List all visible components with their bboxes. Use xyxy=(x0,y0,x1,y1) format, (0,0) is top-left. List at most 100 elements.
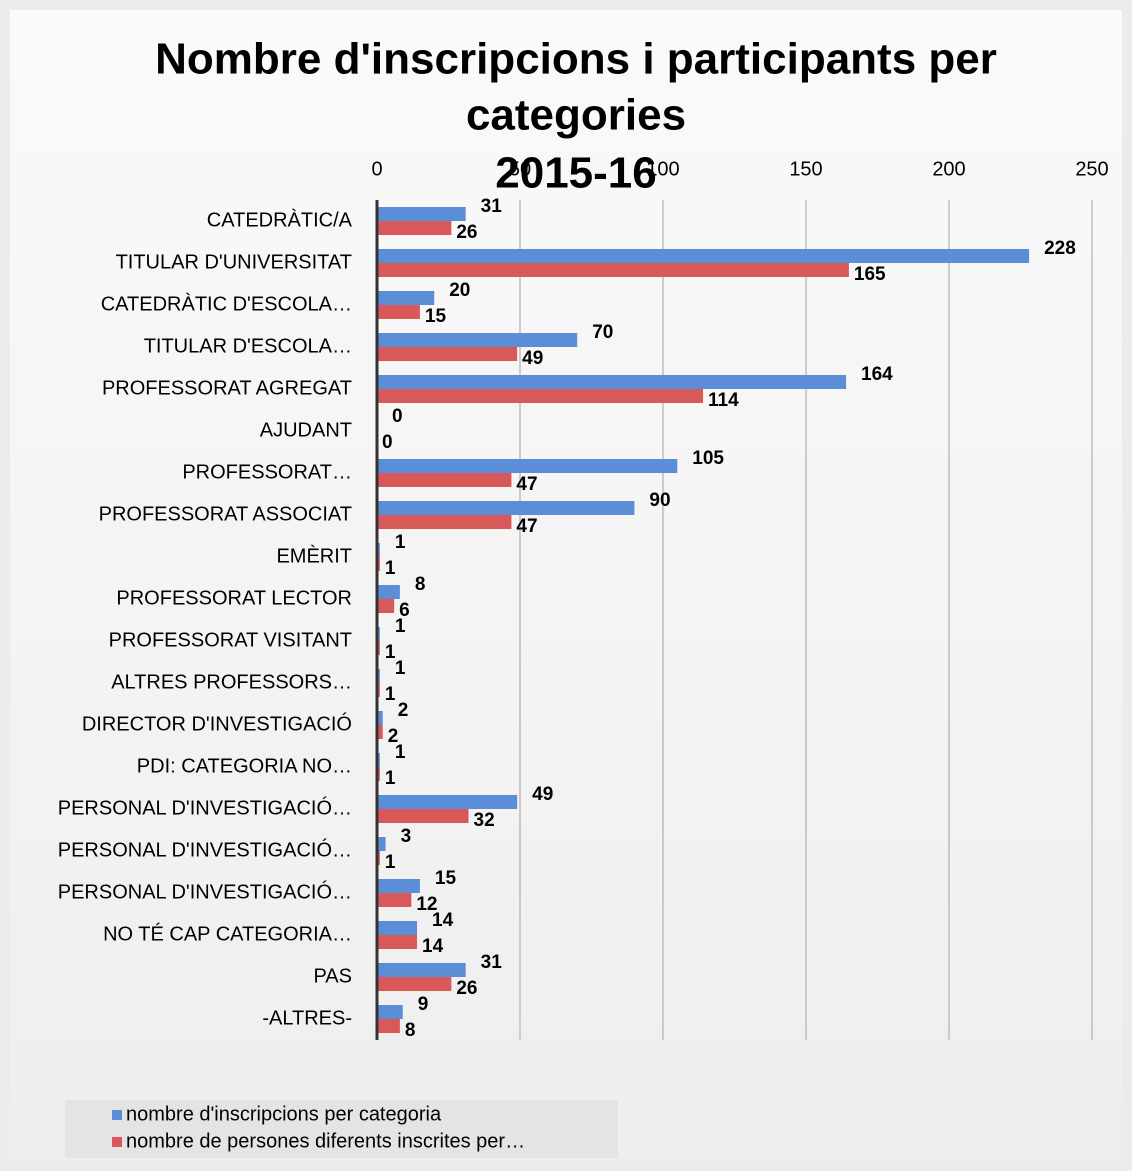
legend-box xyxy=(65,1100,618,1158)
value-label: 26 xyxy=(456,978,477,999)
bar xyxy=(377,333,578,347)
value-label: 90 xyxy=(649,490,670,511)
bar xyxy=(377,809,469,823)
value-label: 164 xyxy=(861,364,893,385)
bar xyxy=(377,879,420,893)
x-tick-label: 200 xyxy=(932,158,965,180)
y-tick-label: EMÈRIT xyxy=(276,544,352,567)
value-label: 8 xyxy=(415,574,426,595)
x-tick-label: 100 xyxy=(646,158,679,180)
x-tick-label: 250 xyxy=(1075,158,1108,180)
value-label: 15 xyxy=(425,306,447,327)
value-label: 20 xyxy=(449,280,470,301)
bar xyxy=(377,963,466,977)
value-label: 1 xyxy=(385,642,396,663)
y-tick-label: TITULAR D'UNIVERSITAT xyxy=(116,251,352,273)
value-label: 9 xyxy=(418,994,429,1015)
value-label: 49 xyxy=(532,784,553,805)
y-tick-label: PROFESSORAT LECTOR xyxy=(116,587,352,609)
y-tick-label: PERSONAL D'INVESTIGACIÓ… xyxy=(58,880,352,903)
value-label: 47 xyxy=(516,474,537,495)
value-label: 47 xyxy=(516,516,537,537)
bar xyxy=(377,221,452,235)
value-label: 1 xyxy=(385,852,396,873)
y-tick-label: DIRECTOR D'INVESTIGACIÓ xyxy=(82,712,352,735)
x-tick-label: 50 xyxy=(509,158,531,180)
bar xyxy=(377,1005,403,1019)
value-label: 70 xyxy=(592,322,613,343)
bar xyxy=(377,501,635,515)
chart-title-line: categories xyxy=(466,91,686,140)
bar xyxy=(377,347,518,361)
y-tick-label: AJUDANT xyxy=(260,419,352,441)
x-tick-label: 150 xyxy=(789,158,822,180)
chart-panel xyxy=(10,10,1122,1161)
bar xyxy=(377,515,512,529)
value-label: 12 xyxy=(416,894,437,915)
bar xyxy=(377,291,435,305)
y-tick-label: CATEDRÀTIC D'ESCOLA… xyxy=(101,292,352,315)
bar xyxy=(377,893,412,907)
bar xyxy=(377,921,418,935)
value-label: 1 xyxy=(395,616,406,637)
y-tick-label: TITULAR D'ESCOLA… xyxy=(144,335,352,357)
bar xyxy=(377,473,512,487)
y-tick-label: PDI: CATEGORIA NO… xyxy=(137,755,352,777)
bar xyxy=(377,1019,400,1033)
bar xyxy=(377,389,704,403)
bar xyxy=(377,599,395,613)
y-tick-label: NO TÉ CAP CATEGORIA… xyxy=(103,922,352,945)
y-tick-label: -ALTRES- xyxy=(262,1007,352,1029)
bar xyxy=(377,935,418,949)
value-label: 1 xyxy=(395,658,406,679)
value-label: 105 xyxy=(692,448,724,469)
value-label: 1 xyxy=(385,684,396,705)
y-tick-label: PAS xyxy=(313,965,352,987)
value-label: 31 xyxy=(481,952,503,973)
value-label: 3 xyxy=(401,826,412,847)
legend-label: nombre de persones diferents inscrites p… xyxy=(126,1130,525,1152)
value-label: 6 xyxy=(399,600,410,621)
bar xyxy=(377,207,466,221)
value-label: 49 xyxy=(522,348,543,369)
value-label: 0 xyxy=(392,406,403,427)
chart-title-line: Nombre d'inscripcions i participants per xyxy=(155,35,997,84)
legend-label: nombre d'inscripcions per categoria xyxy=(126,1103,442,1125)
value-label: 1 xyxy=(395,742,406,763)
y-tick-label: PROFESSORAT… xyxy=(182,461,352,483)
legend-swatch xyxy=(112,1110,122,1120)
bar xyxy=(377,837,386,851)
bar xyxy=(377,711,383,725)
y-tick-label: PERSONAL D'INVESTIGACIÓ… xyxy=(58,796,352,819)
value-label: 1 xyxy=(385,558,396,579)
value-label: 26 xyxy=(456,222,477,243)
value-label: 15 xyxy=(435,868,457,889)
value-label: 31 xyxy=(481,196,503,217)
bar xyxy=(377,459,678,473)
value-label: 14 xyxy=(432,910,454,931)
chart-subtitle: 2015-16 xyxy=(495,149,656,198)
value-label: 2 xyxy=(398,700,409,721)
y-tick-label: PROFESSORAT AGREGAT xyxy=(102,377,352,399)
value-label: 14 xyxy=(422,936,444,957)
value-label: 32 xyxy=(474,810,495,831)
value-label: 1 xyxy=(385,768,396,789)
bar xyxy=(377,249,1030,263)
bar xyxy=(377,977,452,991)
bar xyxy=(377,375,847,389)
y-tick-label: ALTRES PROFESSORS… xyxy=(111,671,352,693)
y-tick-label: PERSONAL D'INVESTIGACIÓ… xyxy=(58,838,352,861)
y-tick-label: PROFESSORAT VISITANT xyxy=(109,629,352,651)
legend-swatch xyxy=(112,1137,122,1147)
value-label: 0 xyxy=(382,432,393,453)
bar xyxy=(377,795,518,809)
y-tick-label: CATEDRÀTIC/A xyxy=(207,208,353,231)
bar xyxy=(377,305,420,319)
value-label: 1 xyxy=(395,532,406,553)
y-tick-label: PROFESSORAT ASSOCIAT xyxy=(99,503,352,525)
bar xyxy=(377,585,400,599)
value-label: 165 xyxy=(854,264,886,285)
value-label: 2 xyxy=(388,726,399,747)
bar xyxy=(377,725,383,739)
